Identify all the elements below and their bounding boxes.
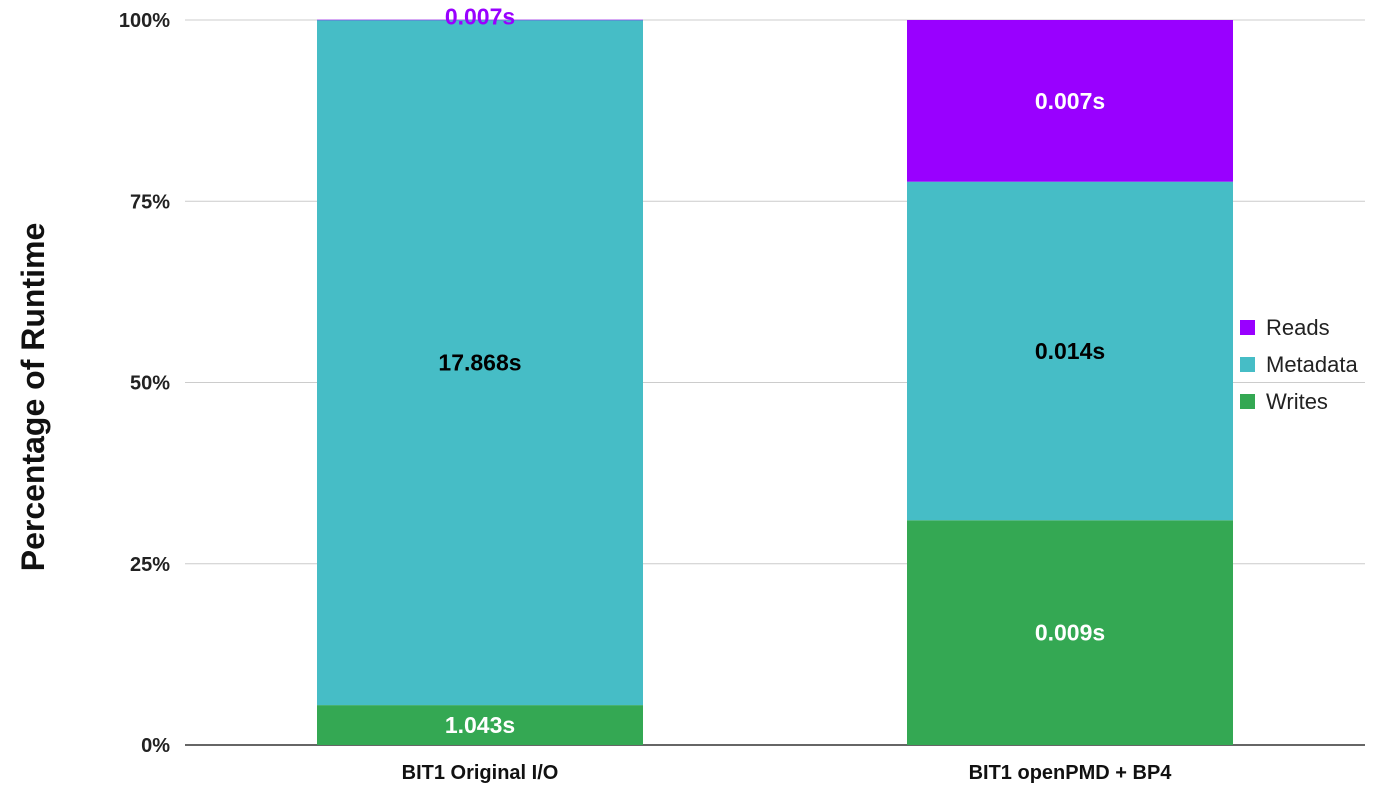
data-labels: 1.043s 17.868s 0.007s 0.009s 0.014s 0.007s <box>438 4 1105 738</box>
data-label: 0.007s <box>1035 88 1105 114</box>
legend: Reads Metadata Writes <box>1240 315 1358 414</box>
y-tick-label: 75% <box>130 191 170 213</box>
y-axis-ticks: 0% 25% 50% 75% 100% <box>119 10 170 757</box>
data-label: 0.014s <box>1035 338 1105 364</box>
x-category-label: BIT1 openPMD + BP4 <box>969 762 1173 784</box>
legend-swatch-metadata <box>1240 357 1255 372</box>
data-label: 17.868s <box>438 350 521 376</box>
bar-segment-reads <box>907 20 1233 182</box>
legend-swatch-writes <box>1240 394 1255 409</box>
bar-segment-metadata <box>907 181 1233 521</box>
bar-segment-reads <box>317 19 643 21</box>
bar-segment-writes <box>907 520 1233 745</box>
y-tick-label: 50% <box>130 373 170 395</box>
x-category-label: BIT1 Original I/O <box>402 762 559 784</box>
y-tick-label: 25% <box>130 554 170 576</box>
legend-label: Metadata <box>1266 352 1358 377</box>
data-label: 0.007s <box>445 4 515 30</box>
x-axis-categories: BIT1 Original I/O BIT1 openPMD + BP4 <box>402 762 1173 784</box>
y-axis-title: Percentage of Runtime <box>15 223 51 572</box>
data-label: 0.009s <box>1035 620 1105 646</box>
bar-segment-writes <box>317 705 643 745</box>
bar-segment-metadata <box>317 20 643 706</box>
legend-label: Reads <box>1266 315 1330 340</box>
y-tick-label: 0% <box>141 735 170 757</box>
data-label: 1.043s <box>445 712 515 738</box>
bars <box>317 19 1233 745</box>
y-tick-label: 100% <box>119 10 170 32</box>
legend-swatch-reads <box>1240 320 1255 335</box>
legend-label: Writes <box>1266 389 1328 414</box>
